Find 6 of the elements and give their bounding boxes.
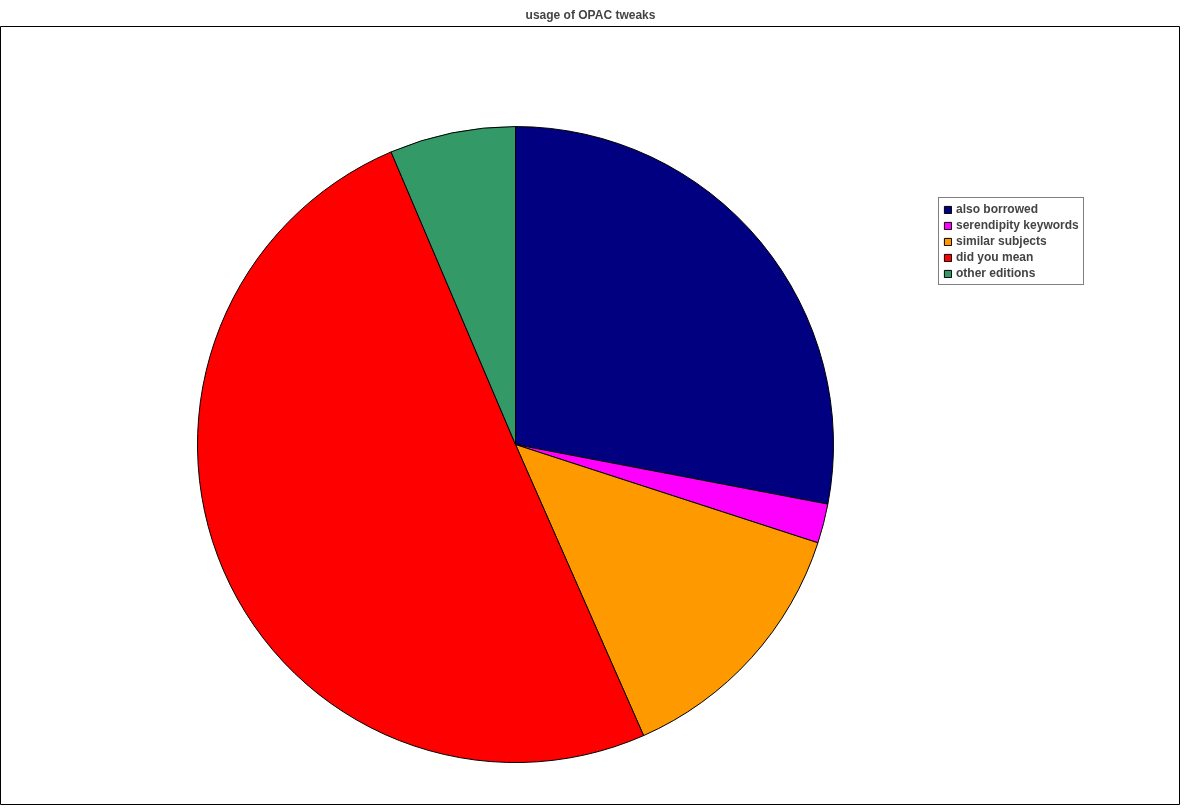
legend-label: similar subjects (956, 234, 1047, 248)
legend-label: also borrowed (956, 202, 1039, 216)
chart-title: usage of OPAC tweaks (525, 7, 656, 22)
legend-label: serendipity keywords (956, 218, 1079, 232)
legend-label: other editions (956, 266, 1036, 280)
legend-label: did you mean (956, 250, 1034, 264)
